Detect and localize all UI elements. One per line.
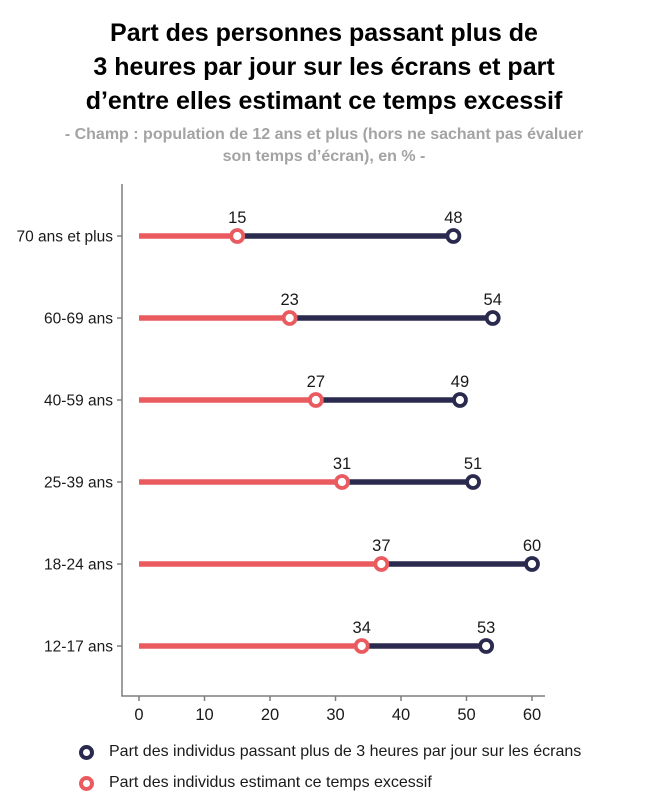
screen-time-value-label: 48 [444, 209, 462, 227]
screen-time-value-label: 53 [477, 619, 495, 637]
chart-legend: Part des individus passant plus de 3 heu… [79, 743, 581, 805]
screen-time-value-label: 60 [523, 537, 541, 555]
excessive-value-label: 37 [372, 537, 390, 555]
chart-subtitle-line-1: - Champ : population de 12 ans et plus (… [64, 126, 584, 143]
x-tick-label: 10 [195, 706, 213, 724]
screen-time-marker [465, 474, 481, 490]
category-label: 40-59 ans [44, 393, 113, 410]
screen-time-marker [484, 310, 501, 326]
excessive-marker [307, 392, 324, 408]
excessive-value-label: 27 [307, 373, 325, 391]
excessive-value-label: 34 [353, 619, 371, 637]
chart-title-line-3: d’entre elles estimant ce temps excessif [85, 87, 563, 115]
category-label: 60-69 ans [44, 311, 113, 328]
chart-subtitle: - Champ : population de 12 ans et plus (… [0, 124, 648, 168]
category-label: 70 ans et plus [16, 229, 113, 246]
excessive-marker [281, 310, 298, 326]
screen-time-value-label: 51 [464, 455, 482, 473]
excessive-value-label: 31 [333, 455, 351, 473]
category-label: 18-24 ans [44, 557, 113, 574]
screen-time-value-label: 49 [451, 373, 469, 391]
legend-label: Part des individus estimant ce temps exc… [109, 774, 432, 791]
x-tick-label: 40 [392, 706, 410, 724]
category-label: 12-17 ans [44, 639, 113, 656]
chart-title-line-2: 3 heures par jour sur les écrans et part [93, 53, 555, 81]
screen-time-marker [478, 638, 495, 654]
x-tick-label: 60 [523, 706, 541, 724]
category-label: 25-39 ans [44, 475, 113, 492]
chart-subtitle-line-2: son temps d’écran), en % - [222, 148, 426, 165]
excessive-marker [334, 474, 350, 490]
coral-ring-icon [79, 775, 94, 791]
screen-time-marker [445, 228, 462, 244]
chart-title-line-1: Part des personnes passant plus de [110, 19, 538, 47]
chart-header: Part des personnes passant plus de 3 heu… [0, 16, 648, 168]
legend-item-excessive-time: Part des individus estimant ce temps exc… [79, 774, 581, 792]
x-tick-label: 20 [261, 706, 279, 724]
excessive-marker [373, 556, 390, 572]
excessive-marker [353, 638, 370, 654]
x-tick-label: 0 [134, 706, 143, 724]
navy-ring-icon [79, 744, 94, 760]
screen-time-marker [452, 392, 468, 408]
screen-time-marker [524, 556, 540, 572]
excessive-value-label: 23 [280, 291, 298, 309]
screen-time-value-label: 54 [484, 291, 502, 309]
x-tick-label: 50 [457, 706, 475, 724]
legend-label: Part des individus passant plus de 3 heu… [109, 743, 582, 760]
legend-item-screen-time: Part des individus passant plus de 3 heu… [79, 743, 581, 761]
excessive-value-label: 15 [228, 209, 246, 227]
x-tick-label: 30 [326, 706, 344, 724]
excessive-marker [229, 228, 246, 244]
